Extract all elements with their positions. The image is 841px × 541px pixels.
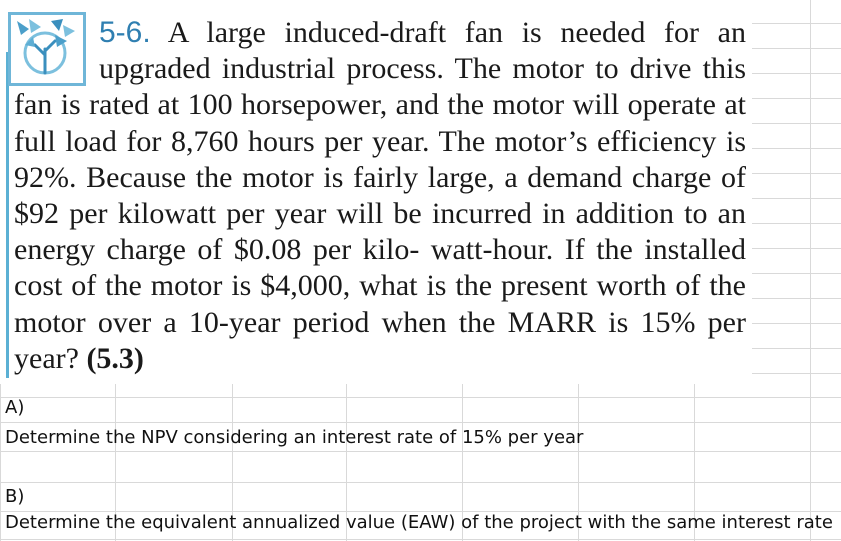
grid-row-line xyxy=(0,482,841,483)
grid-row-line xyxy=(0,539,841,540)
cell-part-b-label[interactable]: B) xyxy=(5,486,25,507)
grid-row-line xyxy=(0,511,841,512)
grid-row-line xyxy=(0,422,841,423)
problem-image[interactable]: 5-6. A large induced-draft fan is needed… xyxy=(0,0,752,384)
problem-body: A large induced-draft fan is needed for … xyxy=(14,16,746,375)
tree-logo-icon xyxy=(8,12,86,86)
cell-part-a-question[interactable]: Determine the NPV considering an interes… xyxy=(5,427,584,448)
problem-number: 5-6. xyxy=(99,16,151,49)
accent-bar xyxy=(6,52,9,378)
section-reference: (5.3) xyxy=(86,341,144,375)
grid-column-line xyxy=(810,0,811,541)
cell-part-b-question[interactable]: Determine the equivalent annualized valu… xyxy=(5,512,833,533)
grid-row-line xyxy=(0,451,841,452)
cell-part-a-label[interactable]: A) xyxy=(5,397,25,418)
problem-statement: 5-6. A large induced-draft fan is needed… xyxy=(14,15,746,377)
grid-row-line xyxy=(0,397,841,398)
